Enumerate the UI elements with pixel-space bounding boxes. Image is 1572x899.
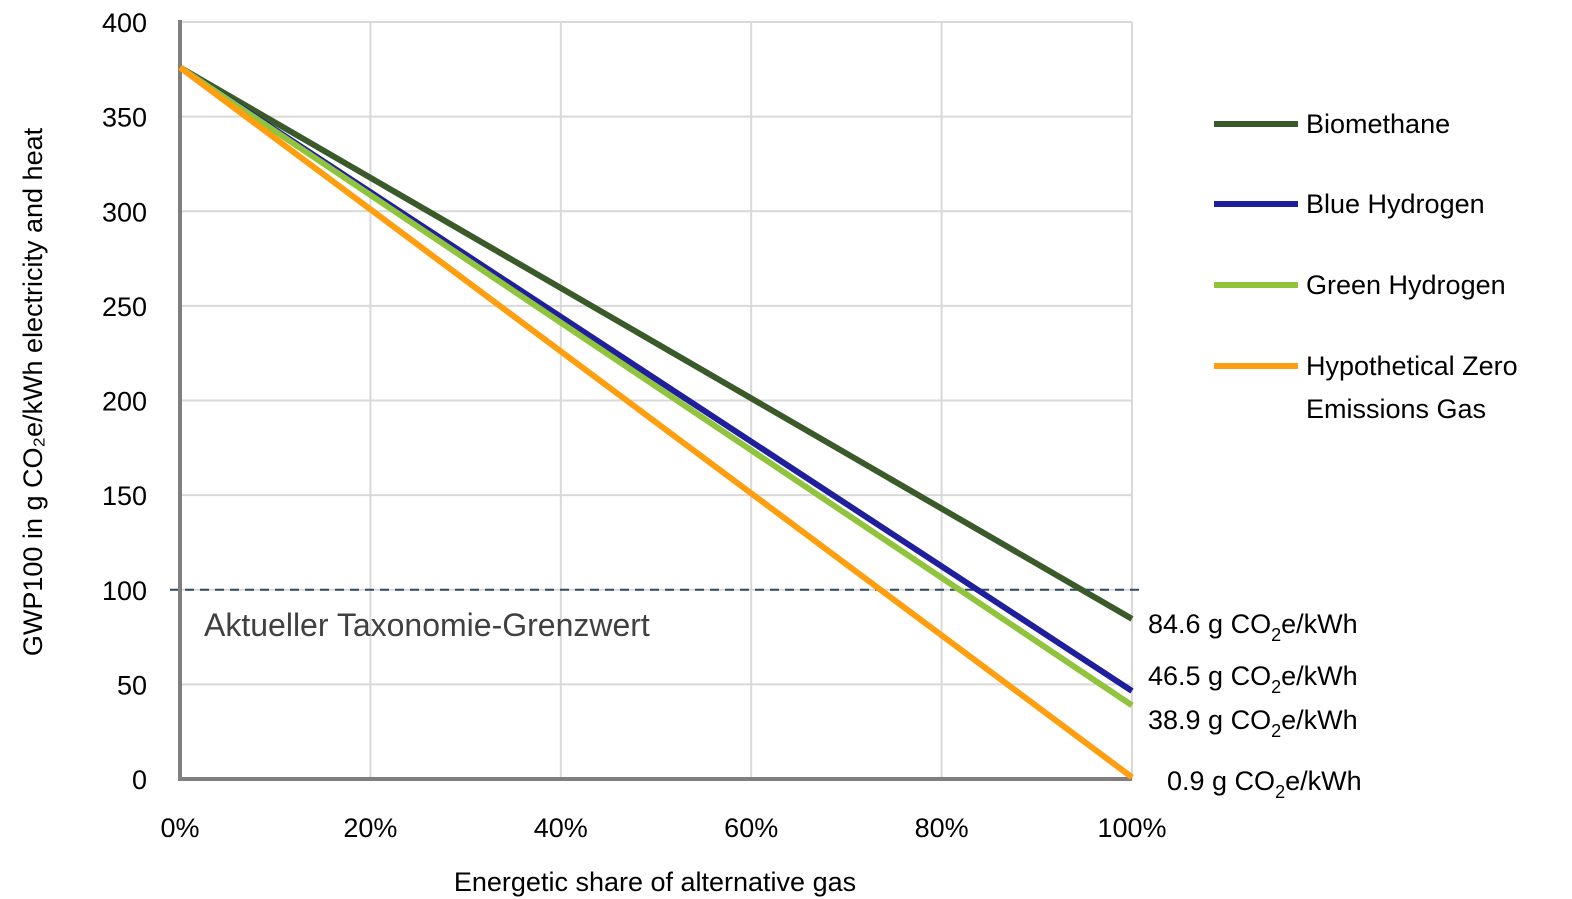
grid	[180, 21, 1133, 780]
end-value-label: 0.9 g CO2e/kWh	[1167, 766, 1362, 802]
legend-label: Biomethane	[1306, 109, 1450, 139]
legend-label: Blue Hydrogen	[1306, 189, 1485, 219]
y-tick-label: 250	[102, 292, 147, 322]
y-tick-label: 50	[117, 670, 147, 700]
y-tick-label: 150	[102, 481, 147, 511]
reference-line-label: Aktueller Taxonomie-Grenzwert	[204, 607, 650, 643]
x-tick-label: 60%	[724, 813, 778, 843]
x-tick-label: 80%	[915, 813, 969, 843]
legend-label: Hypothetical Zero	[1306, 351, 1518, 381]
legend: Biomethane Blue Hydrogen Green Hydrogen Hyp…	[1214, 109, 1518, 424]
legend-label: Emissions Gas	[1306, 394, 1486, 424]
y-tick-label: 0	[132, 765, 147, 795]
series-line	[178, 64, 1134, 622]
axes	[178, 20, 1132, 781]
x-tick-label: 0%	[160, 813, 199, 843]
x-tick-label: 100%	[1097, 813, 1166, 843]
tick-labels: 0 50 100 150 200 250 300 350 400 0% 20% 40% 60% 80% 10…	[102, 8, 1167, 843]
y-tick-label: 400	[102, 8, 147, 38]
x-tick-label: 20%	[343, 813, 397, 843]
y-tick-label: 200	[102, 387, 147, 417]
y-tick-label: 100	[102, 576, 147, 606]
legend-label: Green Hydrogen	[1306, 270, 1506, 300]
series-lines	[178, 64, 1134, 780]
end-value-label: 84.6 g CO2e/kWh	[1148, 609, 1358, 645]
end-value-label: 38.9 g CO2e/kWh	[1148, 705, 1358, 741]
series-line	[178, 65, 1134, 780]
y-tick-label: 300	[102, 197, 147, 227]
x-tick-label: 40%	[534, 813, 588, 843]
end-value-label: 46.5 g CO2e/kWh	[1148, 661, 1358, 697]
x-axis-title: Energetic share of alternative gas	[454, 867, 856, 897]
end-labels: 84.6 g CO2e/kWh 46.5 g CO2e/kWh 38.9 g CO2…	[1148, 609, 1362, 802]
y-axis-title: GWP100 in g CO₂e/kWh electricity and hea…	[18, 127, 48, 656]
y-tick-label: 350	[102, 103, 147, 133]
series-line	[178, 64, 1134, 708]
